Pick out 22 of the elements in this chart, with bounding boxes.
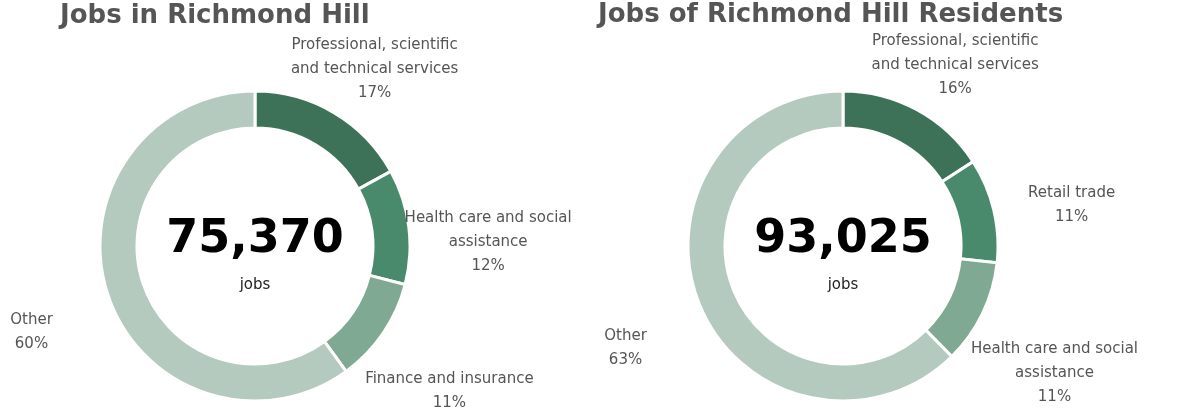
chart-title: Jobs of Richmond Hill Residents bbox=[596, 0, 1064, 28]
slice-label: Other bbox=[10, 309, 54, 328]
text: 75,370 bbox=[166, 209, 344, 263]
data-label: 60% bbox=[14, 333, 49, 352]
text: jobs bbox=[826, 275, 859, 293]
slice-label: Retail trade bbox=[1028, 182, 1116, 201]
slice-label: Health care and social assistance bbox=[970, 339, 1139, 382]
chart-title: Jobs in Richmond Hill bbox=[58, 0, 370, 29]
data-label: 12% bbox=[471, 255, 505, 274]
slice-label: Health care and social assistance bbox=[404, 207, 572, 250]
slice-label: Finance and insurance bbox=[365, 369, 534, 388]
text: jobs bbox=[238, 275, 271, 293]
slice-label: Professional, scientific and technical services bbox=[871, 30, 1040, 73]
data-label: 11% bbox=[1054, 206, 1089, 225]
slice-label: Other bbox=[604, 326, 648, 345]
data-label: 17% bbox=[357, 82, 392, 101]
data-label: 16% bbox=[938, 78, 972, 97]
data-label: 11% bbox=[432, 393, 467, 412]
text: 93,025 bbox=[754, 209, 932, 263]
data-label: 11% bbox=[1037, 387, 1072, 406]
data-label: 63% bbox=[608, 350, 643, 369]
slice-label: Professional, scientific and technical services bbox=[290, 34, 459, 77]
